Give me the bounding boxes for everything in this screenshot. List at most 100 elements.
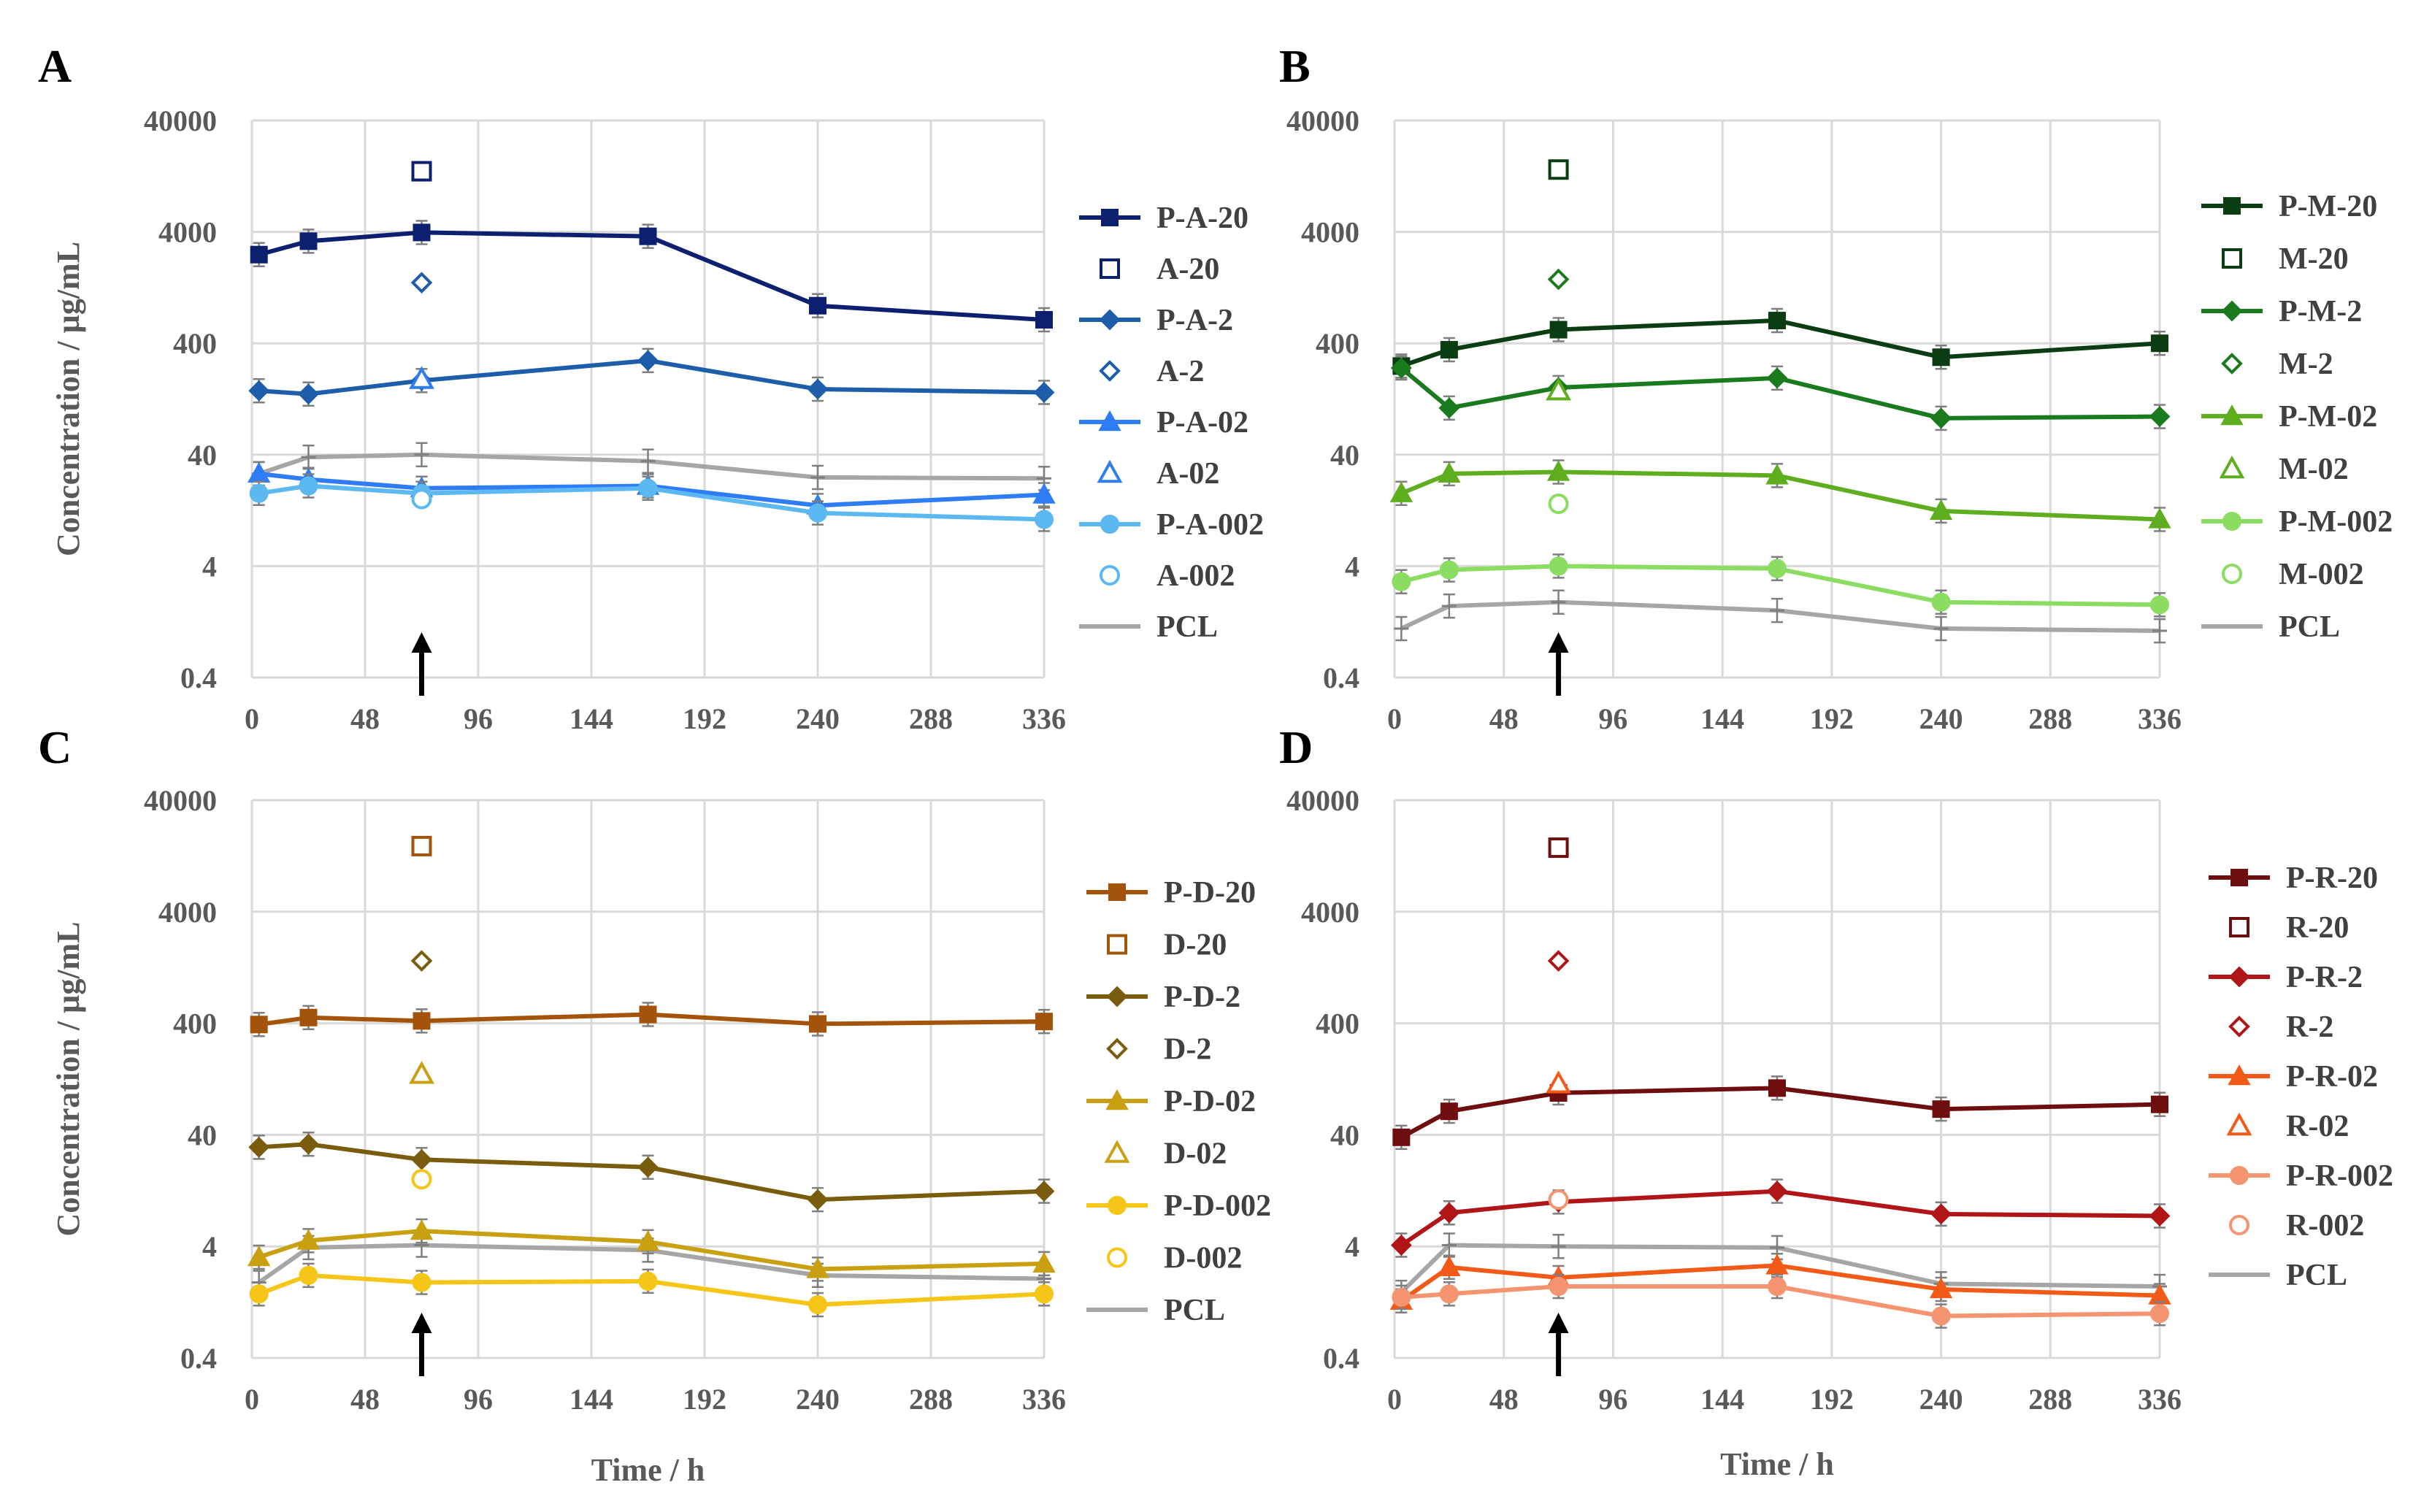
data-point xyxy=(807,378,829,400)
series-m-2 xyxy=(1547,268,1570,291)
data-point xyxy=(1765,464,1789,485)
series-d-02 xyxy=(409,1061,434,1084)
series-p-m-20 xyxy=(1392,307,2168,379)
legend-label: M-2 xyxy=(2279,348,2333,381)
legend-swatch-marker xyxy=(2229,1215,2249,1235)
gridlines xyxy=(1393,799,2161,1359)
legend-item: PCL xyxy=(1086,1294,1225,1327)
data-point xyxy=(298,1133,319,1155)
legend-swatch-marker xyxy=(1097,459,1123,483)
legend-item: M-002 xyxy=(2222,558,2364,591)
data-point xyxy=(413,1012,431,1030)
data-point xyxy=(1439,1284,1459,1304)
data-point xyxy=(296,1229,321,1250)
data-point xyxy=(1392,1287,1411,1307)
data-point xyxy=(1438,397,1460,419)
legend-swatch-marker xyxy=(1108,1196,1127,1215)
legend-item: P-R-002 xyxy=(2209,1159,2393,1193)
legend-swatch-marker xyxy=(2220,404,2244,426)
legend-item: PCL xyxy=(1079,610,1218,644)
legend-swatch-marker xyxy=(2222,564,2242,584)
x-tick-label: 336 xyxy=(2138,702,2182,735)
legend-item: PCL xyxy=(2209,1259,2347,1292)
y-tick-label: 4000 xyxy=(1301,896,1359,929)
panel-letter: D xyxy=(1279,721,1313,773)
legend-label: P-R-002 xyxy=(2286,1159,2393,1193)
x-tick-label: 144 xyxy=(569,1383,613,1416)
data-point xyxy=(1390,1235,1412,1256)
legend-swatch-marker xyxy=(2228,1064,2251,1086)
data-point xyxy=(636,1229,660,1251)
data-point xyxy=(411,488,432,510)
legend-item: P-D-002 xyxy=(1086,1189,1271,1223)
x-tick-label: 48 xyxy=(350,1383,380,1416)
data-point xyxy=(1439,560,1459,580)
series-p-a-2 xyxy=(248,348,1055,407)
series-r-02 xyxy=(1546,1070,1571,1094)
data-point xyxy=(2150,595,2169,615)
data-point xyxy=(247,1245,271,1267)
data-point xyxy=(249,1284,269,1304)
series-a-02 xyxy=(409,366,434,389)
data-point xyxy=(1392,572,1411,591)
data-point xyxy=(298,383,319,405)
legend-swatch-marker xyxy=(2226,1112,2252,1136)
data-point xyxy=(411,1169,432,1190)
legend-label: PCL xyxy=(1156,610,1218,644)
x-axis-label: Time / h xyxy=(1720,1446,1834,1482)
series-p-d-002 xyxy=(249,1262,1054,1318)
data-point xyxy=(413,223,431,242)
data-point xyxy=(638,1271,658,1291)
data-point xyxy=(1932,1100,1950,1118)
x-tick-label: 192 xyxy=(1810,1383,1854,1416)
series-r-2 xyxy=(1547,950,1570,972)
x-tick-label: 336 xyxy=(1022,702,1066,735)
series-line xyxy=(258,1229,1045,1272)
legend-swatch-marker xyxy=(1098,410,1121,431)
panel-letter: A xyxy=(38,40,72,92)
series-m-02 xyxy=(1546,377,1571,401)
legend-label: D-2 xyxy=(1164,1033,1211,1067)
arrow-head xyxy=(1548,1313,1569,1333)
data-point xyxy=(411,1148,432,1170)
data-point xyxy=(1032,1251,1056,1273)
data-point xyxy=(409,366,434,389)
data-point xyxy=(1546,377,1571,401)
legend-swatch-marker xyxy=(2229,917,2249,937)
data-point xyxy=(299,1008,318,1026)
data-point xyxy=(2151,334,2168,353)
legend-label: P-A-002 xyxy=(1156,508,1264,542)
legend-label: P-M-002 xyxy=(2279,505,2393,539)
x-tick-label: 48 xyxy=(1489,1383,1519,1416)
data-point xyxy=(1547,268,1570,291)
legend-label: D-20 xyxy=(1164,929,1227,962)
data-point xyxy=(2149,1205,2171,1227)
legend-label: A-2 xyxy=(1156,355,1204,388)
legend-swatch-marker xyxy=(1100,565,1120,586)
series-a-20 xyxy=(411,161,432,182)
data-point xyxy=(411,161,432,182)
y-tick-label: 400 xyxy=(1316,327,1359,360)
legend: P-M-20 M-20 P-M-2 M-2 P-M-02 M-02 P-M-002 M-002… xyxy=(2201,190,2393,644)
data-point xyxy=(1929,499,1953,521)
legend-item: P-M-02 xyxy=(2201,400,2377,434)
series-r-002 xyxy=(1548,1189,1569,1210)
series-p-d-20 xyxy=(250,1002,1053,1037)
data-point xyxy=(299,232,318,250)
data-point xyxy=(2151,1095,2168,1113)
data-point xyxy=(412,1273,431,1292)
data-point xyxy=(409,1061,434,1084)
x-tick-label: 0 xyxy=(245,1383,259,1416)
y-tick-label: 40000 xyxy=(144,784,217,817)
legend-item: P-A-002 xyxy=(1079,508,1264,542)
series-p-a-20 xyxy=(250,220,1053,333)
x-axis-label: Time / h xyxy=(591,1452,705,1488)
y-tick-label: 4000 xyxy=(158,896,217,929)
legend-item: P-D-20 xyxy=(1086,876,1256,910)
panel-c: C 0.4 4 40 400 4000 40000 0 48 96 144 192 240 288 336 C… xyxy=(38,721,1271,1488)
y-tick-label: 400 xyxy=(1316,1008,1359,1040)
panel-d: D 0.4 4 40 400 4000 40000 0 48 96 144 192 240 288 336 T… xyxy=(1279,721,2393,1482)
data-point xyxy=(1931,592,1951,612)
